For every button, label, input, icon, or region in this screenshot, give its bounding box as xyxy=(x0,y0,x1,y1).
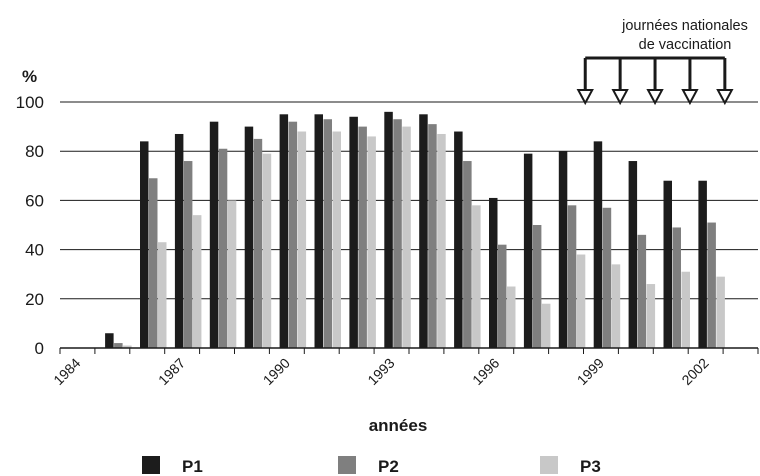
axes xyxy=(59,347,759,354)
y-tick-labels: 0 20 40 60 80 100 xyxy=(16,93,44,358)
bar-p1-1996 xyxy=(489,197,498,348)
x-tick-labels: 1984 1987 1990 1993 1996 1999 2002 xyxy=(50,355,712,388)
bar-p1-1995 xyxy=(454,131,463,348)
bar-p3-1989 xyxy=(262,153,272,348)
legend-label-p2: P2 xyxy=(378,457,399,476)
bar-p3-1987 xyxy=(192,215,202,348)
legend: P1 P2 P3 xyxy=(142,456,601,476)
annotation-arrow-head-2003 xyxy=(716,89,734,106)
bar-p2-1995 xyxy=(463,161,472,348)
bar-p2-2000 xyxy=(637,234,647,348)
bar-p2-1989 xyxy=(253,138,263,348)
y-axis-unit-label: % xyxy=(22,67,37,86)
annotation-line-2: de vaccination xyxy=(639,37,732,53)
x-tick-label-1999: 1999 xyxy=(574,355,607,388)
bar-p2-1988 xyxy=(218,148,228,348)
bar-p1-2000 xyxy=(628,161,638,348)
bar-p2-1986 xyxy=(149,178,158,348)
vaccination-days-annotation: journées nationales de vaccination xyxy=(576,18,748,106)
bar-p1-1991 xyxy=(314,114,323,348)
bar-p3-1991 xyxy=(332,131,341,348)
bar-p3-1995 xyxy=(472,205,481,348)
y-tick-label-20: 20 xyxy=(25,290,44,309)
y-tick-label-60: 60 xyxy=(25,191,44,210)
bar-p1-1989 xyxy=(244,126,254,348)
legend-label-p1: P1 xyxy=(182,457,203,476)
bar-p3-2001 xyxy=(681,271,690,348)
bars-group xyxy=(105,111,725,349)
bar-p2-1987 xyxy=(183,161,193,348)
bar-p2-1985 xyxy=(114,343,123,348)
x-axis-title: années xyxy=(369,416,428,435)
y-tick-label-0: 0 xyxy=(35,339,44,358)
legend-swatch-p2 xyxy=(338,456,356,474)
annotation-arrow-head-2000 xyxy=(611,89,629,106)
bar-p3-1992 xyxy=(367,136,376,348)
bar-p3-1994 xyxy=(437,133,446,348)
bar-p1-1990 xyxy=(279,114,289,348)
bar-p1-1999 xyxy=(593,141,603,348)
bar-p1-1998 xyxy=(558,151,568,348)
bar-p3-1996 xyxy=(507,286,516,348)
legend-swatch-p3 xyxy=(540,456,558,474)
x-tick-label-1987: 1987 xyxy=(155,355,188,388)
bar-p1-1994 xyxy=(419,114,428,348)
bar-p3-1986 xyxy=(158,242,167,348)
annotation-line-1: journées nationales xyxy=(621,18,748,34)
bar-p3-1997 xyxy=(541,303,551,348)
bar-p3-1993 xyxy=(402,126,411,348)
legend-swatch-p1 xyxy=(142,456,160,474)
annotation-arrow-head-1999 xyxy=(576,89,594,106)
bar-p3-1985 xyxy=(123,345,132,348)
y-tick-label-40: 40 xyxy=(25,241,44,260)
x-tick-label-1990: 1990 xyxy=(260,355,293,388)
bar-p2-1993 xyxy=(393,119,402,348)
bar-p2-1992 xyxy=(358,126,367,348)
bar-p1-2001 xyxy=(663,180,672,348)
legend-label-p3: P3 xyxy=(580,457,601,476)
bar-p3-2002 xyxy=(716,276,725,348)
bar-p2-1990 xyxy=(288,121,298,349)
bar-p1-1993 xyxy=(384,111,393,348)
bar-p1-1986 xyxy=(140,141,149,348)
bar-p1-1992 xyxy=(349,116,358,348)
bar-p2-1996 xyxy=(498,244,507,348)
bar-p2-1998 xyxy=(567,205,577,348)
bar-p2-2002 xyxy=(707,222,716,348)
bar-p2-2001 xyxy=(672,227,681,348)
bar-p3-1999 xyxy=(611,264,621,348)
annotation-arrow-head-2001 xyxy=(646,89,664,106)
x-tick-label-1996: 1996 xyxy=(469,355,502,388)
bar-p3-2000 xyxy=(646,284,656,348)
bar-p3-1988 xyxy=(227,200,237,348)
bar-p3-1998 xyxy=(576,254,586,348)
y-tick-label-100: 100 xyxy=(16,93,44,112)
bar-p1-2002 xyxy=(698,180,707,348)
bar-p1-1988 xyxy=(209,121,219,349)
annotation-arrow-head-2002 xyxy=(681,89,699,106)
bar-p2-1997 xyxy=(532,225,542,348)
bar-p3-1990 xyxy=(297,131,307,348)
bar-p2-1991 xyxy=(323,119,332,348)
annotation-arrows xyxy=(576,56,734,106)
bar-p1-1997 xyxy=(523,153,533,348)
x-tick-label-1984: 1984 xyxy=(50,355,83,388)
x-tick-label-1993: 1993 xyxy=(364,355,397,388)
bar-p1-1987 xyxy=(174,133,184,348)
x-tick-label-2002: 2002 xyxy=(678,355,711,388)
y-tick-label-80: 80 xyxy=(25,142,44,161)
bar-p2-1999 xyxy=(602,207,612,348)
bar-p1-1985 xyxy=(105,333,114,348)
bar-p2-1994 xyxy=(428,124,437,348)
